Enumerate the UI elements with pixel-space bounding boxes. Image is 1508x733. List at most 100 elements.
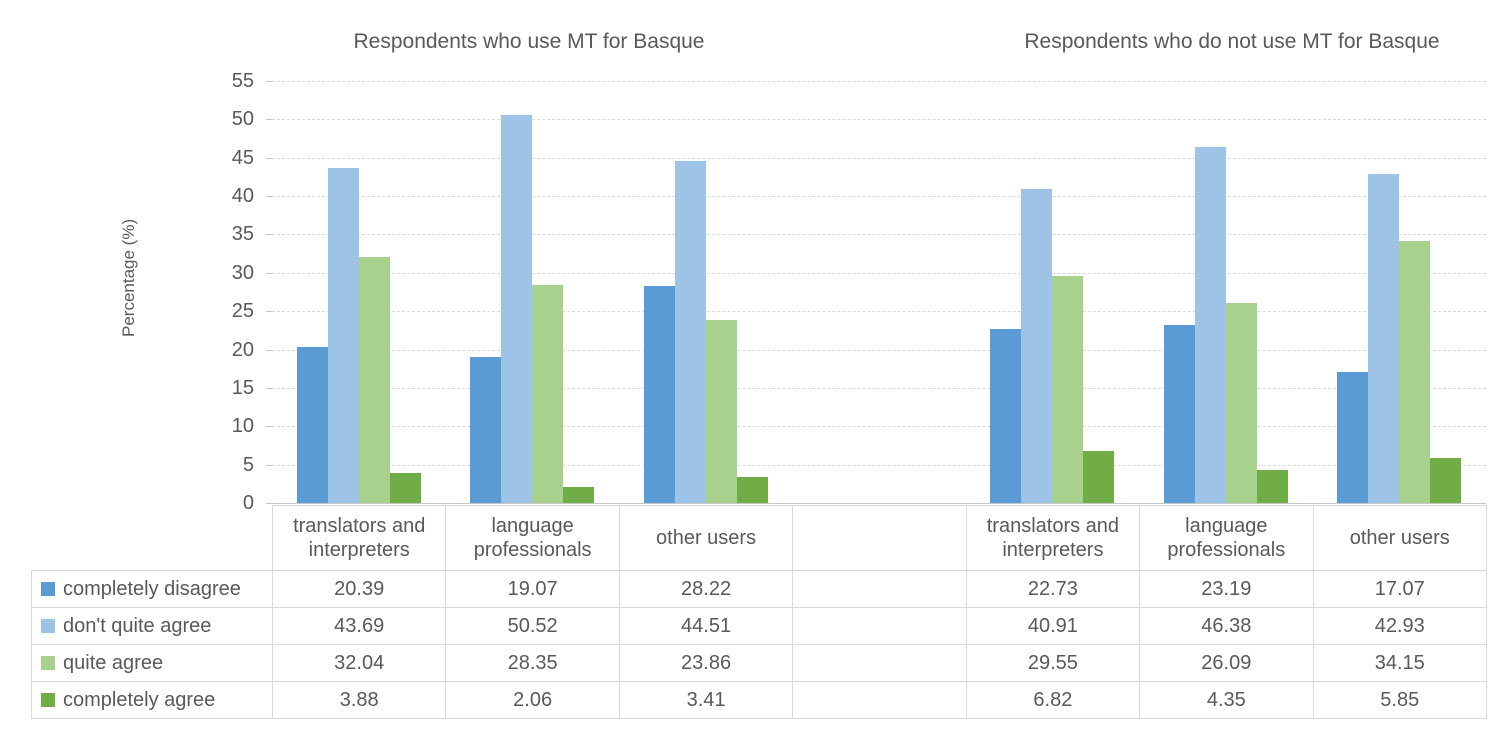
legend-label: quite agree	[63, 651, 164, 674]
value-cell: 23.86	[618, 644, 794, 682]
gridline	[272, 464, 1486, 466]
value-cell: 20.39	[271, 570, 447, 608]
chart-title-left: Respondents who use MT for Basque	[353, 30, 705, 53]
y-tick-label: 50	[231, 108, 254, 131]
bar	[1163, 325, 1195, 503]
y-tick-label: 20	[231, 338, 254, 361]
value-cell: 32.04	[271, 644, 447, 682]
value-cell: 28.35	[445, 644, 620, 682]
table-header-cell: language professionals	[1139, 505, 1314, 571]
x-axis-line	[272, 503, 1486, 504]
table-row: don't quite agree 43.69 50.52 44.51 40.91 46.…	[31, 607, 1487, 645]
legend-swatch	[41, 656, 55, 670]
bar	[327, 167, 359, 503]
value-cell: 44.51	[618, 607, 794, 645]
empty-cell	[792, 607, 967, 645]
gridline	[272, 272, 1486, 274]
bar	[1337, 372, 1369, 503]
legend-cell: quite agree	[31, 644, 273, 682]
table-header-cell: other users	[1312, 505, 1487, 571]
y-tick-mark	[266, 464, 272, 466]
y-tick-mark	[266, 503, 272, 504]
value-cell: 6.82	[965, 681, 1141, 719]
legend-label: don't quite agree	[63, 614, 212, 637]
value-cell: 22.73	[965, 570, 1141, 608]
y-tick-mark	[266, 119, 272, 121]
legend-entry: completely agree	[33, 689, 272, 712]
value-cell: 3.41	[618, 681, 794, 719]
bar	[1225, 302, 1257, 503]
bar	[563, 487, 595, 503]
value-cell: 26.09	[1139, 644, 1314, 682]
bar	[532, 285, 564, 503]
bar	[358, 257, 390, 503]
bar	[296, 346, 328, 503]
gridline	[272, 196, 1486, 198]
legend-swatch	[41, 582, 55, 596]
legend-label: completely disagree	[63, 577, 241, 600]
gridline	[272, 387, 1486, 389]
bar	[1052, 276, 1084, 503]
table-row: completely disagree 20.39 19.07 28.22 22.73 2…	[31, 570, 1487, 608]
y-tick-mark	[266, 387, 272, 389]
bar	[1399, 240, 1431, 503]
y-tick-label: 35	[231, 223, 254, 246]
value-cell: 42.93	[1312, 607, 1487, 645]
legend-cell: completely disagree	[31, 570, 273, 608]
y-tick-label: 5	[242, 453, 254, 476]
value-cell: 3.88	[271, 681, 447, 719]
gridline	[272, 349, 1486, 351]
value-cell: 29.55	[965, 644, 1141, 682]
bar	[1256, 469, 1288, 503]
y-tick-mark	[266, 349, 272, 351]
bar	[1021, 189, 1053, 503]
y-tick-label: 45	[231, 146, 254, 169]
value-cell: 50.52	[445, 607, 620, 645]
gridline	[272, 119, 1486, 121]
bar	[643, 286, 675, 503]
value-cell: 23.19	[1139, 570, 1314, 608]
legend-entry: quite agree	[33, 651, 272, 675]
value-cell: 19.07	[445, 570, 620, 608]
empty-cell	[792, 570, 967, 608]
gridline	[272, 426, 1486, 428]
bar	[470, 356, 502, 503]
value-cell: 43.69	[271, 607, 447, 645]
bar	[1368, 173, 1400, 503]
gridline	[272, 157, 1486, 159]
legend-entry: completely disagree	[33, 577, 272, 601]
bar	[674, 161, 706, 503]
y-tick-mark	[266, 311, 272, 313]
y-tick-mark	[266, 272, 272, 274]
table-corner-cell	[32, 506, 273, 571]
value-cell: 2.06	[445, 681, 620, 719]
gridline	[272, 311, 1486, 313]
legend-entry: don't quite agree	[33, 614, 272, 638]
y-tick-label: 0	[242, 492, 254, 514]
value-cell: 28.22	[618, 570, 794, 608]
y-tick-mark	[266, 196, 272, 198]
table-header-cell: translators and interpreters	[271, 505, 447, 571]
chart-title-right: Respondents who do not use MT for Basque	[1024, 30, 1440, 53]
y-tick-mark	[266, 157, 272, 159]
bar	[1083, 450, 1115, 503]
table-header-cell: other users	[618, 505, 794, 571]
table-header-cell: translators and interpreters	[965, 505, 1141, 571]
legend-swatch	[41, 693, 55, 707]
y-tick-label: 10	[231, 415, 254, 438]
bar	[501, 115, 533, 503]
value-cell: 5.85	[1312, 681, 1487, 719]
empty-cell	[792, 644, 967, 682]
y-tick-label: 40	[231, 185, 254, 208]
legend-swatch	[41, 619, 55, 633]
table-row: completely agree 3.88 2.06 3.41 6.82 4.35 5.85	[31, 681, 1487, 719]
value-cell: 4.35	[1139, 681, 1314, 719]
value-cell: 40.91	[965, 607, 1141, 645]
bar	[990, 328, 1022, 503]
table-header-row: translators and interpreters language pro…	[32, 505, 1487, 571]
y-tick-label: 25	[231, 300, 254, 323]
value-cell: 17.07	[1312, 570, 1487, 608]
table-header-cell	[792, 505, 967, 571]
legend-cell: completely agree	[31, 681, 273, 719]
